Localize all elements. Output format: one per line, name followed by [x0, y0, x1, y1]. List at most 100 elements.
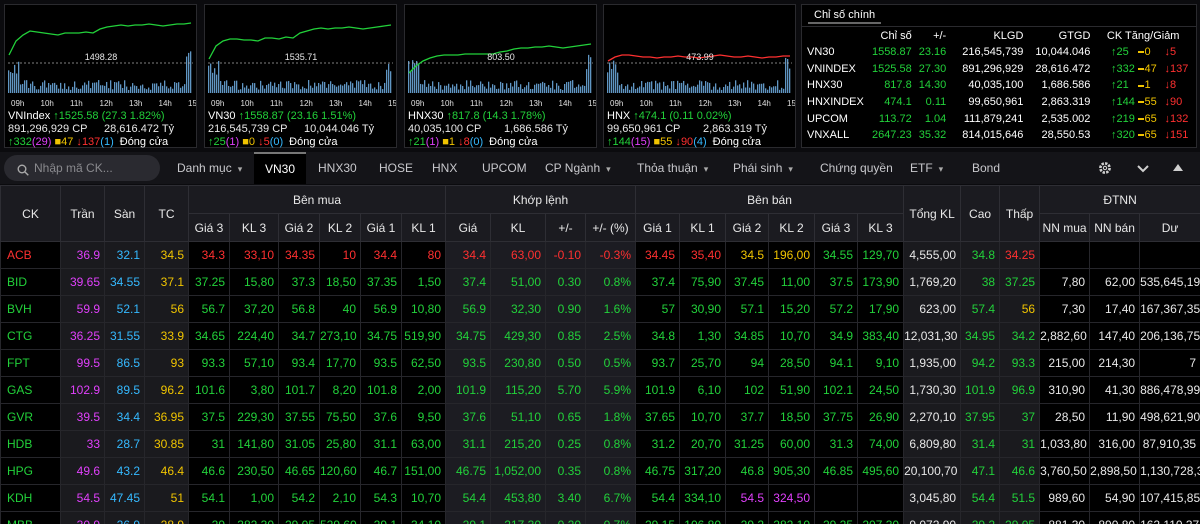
subheader-cell[interactable]: Giá 3 — [188, 213, 230, 242]
index-row[interactable]: VN30 1558.87 23.16 216,545,739 10,044.046 ↑25… — [802, 44, 1196, 61]
index-row[interactable]: HNX30 817.8 14.30 40,035,100 1,686.586 ↑21 1 ↓8 — [802, 77, 1196, 94]
index-row[interactable]: VNINDEX 1525.58 27.30 891,296,929 28,616.472… — [802, 61, 1196, 78]
tab-thỏa-thuận[interactable]: Thỏa thuận ▾ — [625, 152, 720, 184]
subheader-cell[interactable]: KL 1 — [401, 213, 446, 242]
tab-danh-mục[interactable]: Danh mục ▾ — [165, 152, 254, 184]
mini-volume-row: 99,650,961 CP 2,863.319 Tỷ — [607, 123, 793, 136]
chevron-down-icon[interactable] — [1135, 160, 1151, 176]
index-row[interactable]: VNXALL 2647.23 35.32 814,015,646 28,550.53 ↑3… — [802, 127, 1196, 144]
floor-price: 47.45 — [104, 484, 145, 512]
hour-label: 13h — [529, 99, 542, 108]
foreign-sell: 147,40 — [1089, 322, 1141, 350]
col-total-volume[interactable]: Tổng KL — [903, 185, 962, 242]
volume-bar — [625, 86, 627, 93]
subheader-cell[interactable]: +/- — [545, 213, 586, 242]
unchanged-count: 0 — [1144, 46, 1151, 59]
volume-bar — [729, 81, 731, 93]
table-row[interactable]: BVH 59.9 52.1 56 56.7 37,20 56.8 40 56.9 10,80 56.… — [0, 295, 1200, 323]
bid-1-price: 46.7 — [360, 457, 402, 485]
index-breadth: ↑25 0 ↓5 — [1094, 44, 1196, 61]
col-high[interactable]: Cao — [960, 185, 1001, 242]
volume-bar — [38, 89, 40, 93]
mini-chart-hnx30[interactable]: 803.5009h10h11h12h13h14h15hHNX30 ↑817.8 … — [404, 4, 597, 148]
subheader-cell[interactable]: KL 3 — [229, 213, 279, 242]
volume-bar — [562, 89, 564, 93]
subheader-cell[interactable]: NN mua — [1039, 213, 1091, 242]
table-row[interactable]: FPT 99.5 86.5 93 93.3 57,10 93.4 17,70 93.5 62,50… — [0, 349, 1200, 377]
tab-upcom[interactable]: UPCOM — [470, 152, 539, 184]
tab-phái-sinh[interactable]: Phái sinh ▾ — [721, 152, 805, 184]
volume-bar — [466, 80, 468, 93]
subheader-cell[interactable]: KL 3 — [856, 213, 905, 242]
subheader-cell[interactable]: KL — [490, 213, 546, 242]
subheader-cell[interactable]: Giá 2 — [278, 213, 320, 242]
subheader-cell[interactable]: Giá — [445, 213, 491, 242]
subheader-cell[interactable]: KL 2 — [768, 213, 815, 242]
mini-chart-vnindex[interactable]: 1498.2809h10h11h12h13h14h15hVNIndex ↑152… — [4, 4, 197, 148]
subheader-cell[interactable]: Giá 3 — [814, 213, 858, 242]
col-ceiling[interactable]: Trần — [60, 185, 105, 242]
subheader-cell[interactable]: KL 1 — [679, 213, 726, 242]
search-input[interactable] — [34, 158, 159, 178]
table-row[interactable]: CTG 36.25 31.55 33.9 34.65 224,40 34.7 273,10 34… — [0, 322, 1200, 350]
volume-bar — [518, 87, 520, 93]
advancers-count: 144 — [612, 136, 631, 148]
tab-main-indices[interactable]: Chỉ số chính — [808, 8, 882, 24]
volume-bar — [50, 84, 52, 93]
volume-bar — [460, 84, 462, 93]
tab-cp-ngành[interactable]: CP Ngành ▾ — [533, 152, 623, 184]
col-floor[interactable]: Sàn — [104, 185, 145, 242]
volume-bar — [705, 81, 707, 93]
volume-bar — [552, 80, 554, 93]
mini-chart-hnx[interactable]: 473.9909h10h11h12h13h14h15hHNX ↑474.1 (0… — [603, 4, 796, 148]
volume-bar — [490, 87, 492, 93]
subheader-cell[interactable]: Dư — [1139, 213, 1200, 242]
table-row[interactable]: MBB30.926.928.929382,3029.05529,6029.134… — [0, 511, 1200, 524]
down-arrow-icon: ↓ — [73, 136, 82, 148]
volume-bar — [164, 80, 166, 93]
subheader-cell[interactable]: +/- (%) — [585, 213, 636, 242]
volume-bar — [637, 87, 639, 93]
tab-etf[interactable]: ETF ▾ — [898, 152, 955, 184]
tab-bond[interactable]: Bond — [960, 152, 1012, 184]
symbol-cell: GVR — [0, 403, 61, 431]
table-row[interactable]: GAS 102.9 89.5 96.2 101.6 3,80 101.7 8,20 101.8 2… — [0, 376, 1200, 404]
subheader-cell[interactable]: KL 2 — [319, 213, 361, 242]
tab-hose[interactable]: HOSE — [367, 152, 425, 184]
decliners-count: 151 — [1170, 129, 1189, 142]
volume-bar — [54, 82, 56, 93]
volume-bar — [348, 85, 350, 93]
table-row[interactable]: KDH 54.5 47.45 51 54.1 1,00 54.2 2,10 54.3 10,70 5… — [0, 484, 1200, 512]
table-row[interactable]: HPG 49.6 43.2 46.4 46.6 230,50 46.65 120,60 46.7… — [0, 457, 1200, 485]
col-low[interactable]: Thấp — [999, 185, 1041, 242]
volume-bar — [572, 80, 574, 93]
subheader-cell[interactable]: NN bán — [1089, 213, 1141, 242]
col-symbol[interactable]: CK — [0, 185, 61, 242]
index-turnover: 2,535.002 — [1041, 112, 1091, 125]
subheader-cell[interactable]: Giá 1 — [635, 213, 680, 242]
volume-bar — [220, 81, 222, 93]
index-row[interactable]: HNXINDEX 474.1 0.11 99,650,961 2,863.319 ↑144… — [802, 94, 1196, 111]
volume-bar — [554, 89, 556, 93]
tab-hnx[interactable]: HNX — [420, 152, 469, 184]
table-row[interactable]: HDB 33 28.7 30.85 31 141,80 31.05 25,80 31.1 63,0… — [0, 430, 1200, 458]
ask-3-price: 29.25 — [814, 511, 858, 524]
table-row[interactable]: GVR 39.5 34.4 36.95 37.5 229,30 37.55 75,50 37.6… — [0, 403, 1200, 431]
subheader-cell[interactable]: Giá 1 — [360, 213, 402, 242]
mini-chart-vn30[interactable]: 1535.7109h10h11h12h13h14h15hVN30 ↑1558.8… — [204, 4, 397, 148]
table-row[interactable]: BID 39.65 34.55 37.1 37.25 15,80 37.3 18,50 37.3… — [0, 268, 1200, 296]
tab-vn30[interactable]: VN30 — [254, 152, 306, 184]
volume-bar — [108, 88, 110, 93]
volume-bar — [328, 84, 330, 93]
col-reference[interactable]: TC — [144, 185, 189, 242]
index-row[interactable]: UPCOM 113.72 1.04 111,879,241 2,535.002 ↑219 6… — [802, 110, 1196, 127]
index-col-header: KLGD — [993, 30, 1024, 42]
scroll-to-top-icon[interactable] — [1170, 160, 1186, 176]
gear-icon[interactable] — [1097, 160, 1113, 176]
subheader-cell[interactable]: Giá 2 — [725, 213, 769, 242]
tab-chứng-quyền[interactable]: Chứng quyền — [808, 152, 905, 184]
table-row[interactable]: ACB 36.9 32.1 34.5 34.3 33,10 34.35 10 34.4 80 34.… — [0, 241, 1200, 269]
tab-hnx30[interactable]: HNX30 — [306, 152, 369, 184]
matched-price: 37.6 — [445, 403, 491, 431]
reference-price: 30.85 — [144, 430, 189, 458]
